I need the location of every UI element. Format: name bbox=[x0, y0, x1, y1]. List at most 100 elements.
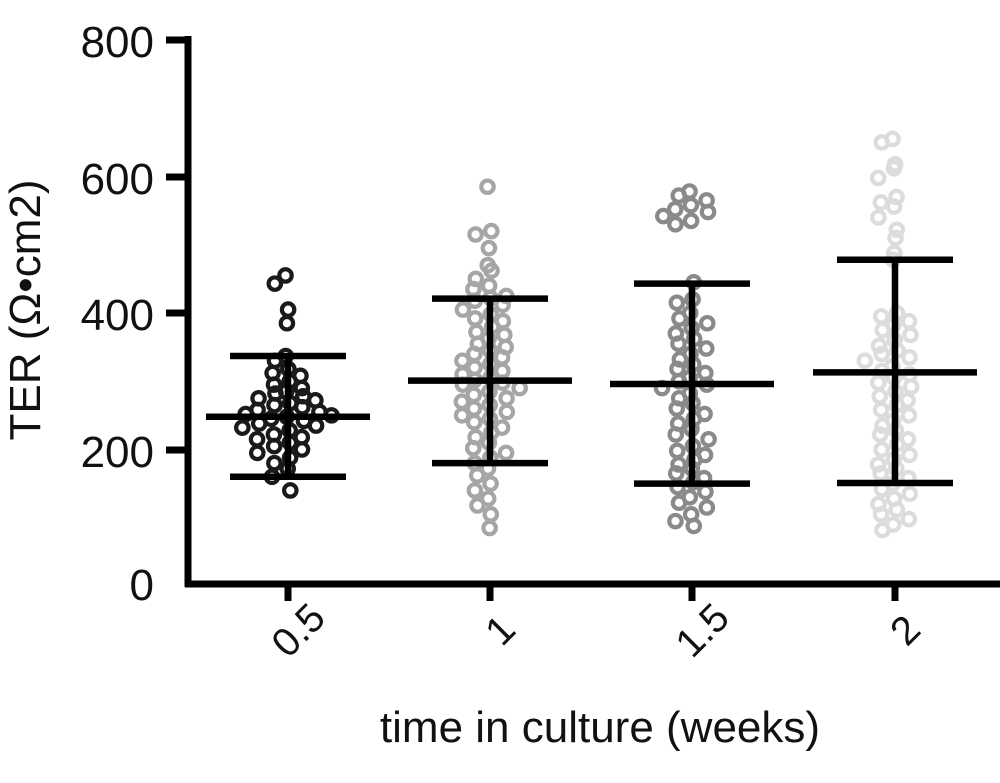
data-point bbox=[465, 413, 483, 431]
data-point bbox=[279, 301, 297, 318]
data-point bbox=[466, 482, 484, 499]
data-point bbox=[871, 387, 889, 405]
data-point bbox=[671, 310, 688, 327]
data-point bbox=[887, 229, 904, 247]
data-point bbox=[481, 519, 498, 537]
data-point bbox=[901, 446, 918, 464]
y-axis-ticks bbox=[166, 36, 188, 454]
data-point bbox=[668, 442, 686, 460]
data-point bbox=[466, 310, 484, 327]
data-point bbox=[888, 221, 906, 239]
data-point bbox=[497, 444, 515, 462]
data-point bbox=[671, 351, 689, 368]
data-point bbox=[278, 314, 296, 332]
data-point bbox=[869, 169, 887, 187]
data-point bbox=[667, 465, 685, 482]
x-tick-label-0: 0.5 bbox=[263, 595, 333, 665]
data-point bbox=[483, 222, 500, 240]
y-tick-label-200: 200 bbox=[81, 428, 154, 477]
data-point bbox=[479, 178, 496, 196]
data-point bbox=[266, 275, 284, 292]
data-point bbox=[265, 437, 283, 455]
data-point bbox=[902, 326, 919, 344]
data-point bbox=[870, 337, 888, 355]
data-point bbox=[293, 441, 311, 458]
data-point bbox=[900, 510, 918, 528]
data-point bbox=[667, 215, 684, 233]
data-point bbox=[901, 349, 918, 366]
data-point bbox=[874, 521, 891, 539]
data-point bbox=[277, 267, 294, 284]
x-tick-label-3: 2 bbox=[882, 607, 929, 654]
y-tick-label-400: 400 bbox=[81, 291, 154, 340]
data-point bbox=[670, 335, 687, 353]
data-point bbox=[900, 407, 918, 424]
data-point bbox=[266, 454, 283, 472]
y-tick-label-800: 800 bbox=[81, 18, 154, 67]
data-point bbox=[873, 134, 891, 151]
data-point bbox=[498, 390, 515, 407]
series-1-errorbar bbox=[408, 295, 572, 467]
data-point bbox=[266, 396, 283, 414]
data-point bbox=[668, 294, 686, 312]
x-axis-group bbox=[185, 580, 1000, 601]
y-tick-labels: 800 600 400 200 0 bbox=[81, 18, 154, 610]
data-point bbox=[900, 312, 918, 330]
series-2-points bbox=[856, 130, 920, 539]
data-point bbox=[873, 441, 890, 458]
data-point bbox=[265, 376, 283, 393]
data-point bbox=[293, 379, 311, 397]
data-point bbox=[248, 430, 266, 448]
y-tick-label-0: 0 bbox=[130, 561, 154, 610]
data-point bbox=[872, 194, 890, 211]
data-point bbox=[682, 196, 700, 214]
error-bars-layer bbox=[206, 256, 977, 487]
x-tick-label-1: 1 bbox=[477, 607, 524, 654]
data-point bbox=[697, 340, 715, 357]
data-point bbox=[234, 419, 251, 436]
y-axis-title: TER (Ω•cm2) bbox=[1, 180, 50, 441]
x-tick-labels: 0.5 1 1.5 2 bbox=[263, 595, 929, 665]
data-point bbox=[699, 203, 717, 221]
data-point bbox=[468, 467, 486, 484]
data-point bbox=[902, 378, 920, 396]
data-point bbox=[293, 398, 311, 416]
data-point bbox=[901, 485, 919, 503]
data-point bbox=[698, 499, 716, 516]
data-point bbox=[874, 417, 891, 434]
data-point bbox=[670, 187, 688, 204]
data-point bbox=[856, 352, 874, 370]
data-point bbox=[888, 188, 905, 206]
series-1-5-errorbar bbox=[610, 280, 774, 487]
data-point bbox=[480, 239, 498, 257]
data-point bbox=[685, 517, 703, 535]
data-point bbox=[871, 426, 889, 443]
data-point bbox=[282, 482, 299, 499]
data-point bbox=[482, 475, 499, 492]
data-point bbox=[454, 301, 472, 318]
x-tick-label-2: 1.5 bbox=[667, 595, 737, 665]
data-point bbox=[700, 430, 717, 448]
data-point bbox=[682, 212, 700, 230]
data-point bbox=[307, 417, 325, 434]
data-point bbox=[248, 444, 266, 462]
x-axis-title: time in culture (weeks) bbox=[380, 703, 820, 752]
data-point bbox=[482, 506, 500, 523]
data-point bbox=[668, 400, 686, 417]
series-0-5-errorbar bbox=[206, 352, 370, 481]
y-axis-group bbox=[166, 36, 192, 587]
data-point bbox=[483, 262, 500, 279]
data-point bbox=[469, 497, 486, 514]
data-point bbox=[885, 198, 903, 215]
data-point bbox=[870, 209, 887, 226]
data-point bbox=[888, 501, 906, 518]
y-tick-label-600: 600 bbox=[81, 155, 154, 204]
data-point bbox=[874, 321, 891, 339]
series-2-errorbar bbox=[813, 256, 977, 487]
data-point bbox=[670, 494, 688, 512]
series-1-5-points bbox=[653, 183, 717, 535]
data-point bbox=[872, 308, 890, 325]
x-axis-ticks bbox=[284, 584, 899, 601]
data-point bbox=[872, 465, 889, 482]
